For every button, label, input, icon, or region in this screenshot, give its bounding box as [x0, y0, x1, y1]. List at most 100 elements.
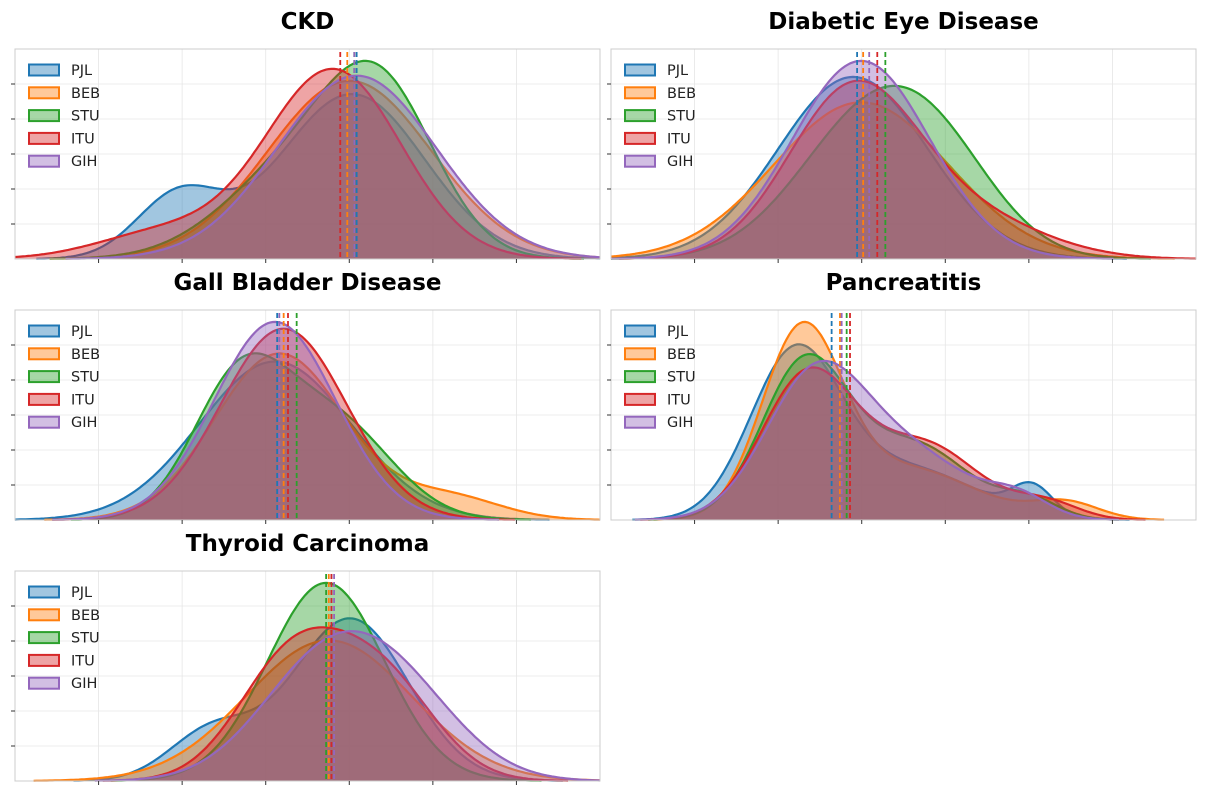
- legend-swatch-stu: [624, 370, 656, 384]
- density-area-itu: [52, 328, 515, 520]
- density-line-itu: [618, 79, 1196, 260]
- legend-label-itu: ITU: [71, 131, 95, 147]
- legend: PJL BEB STU ITU GIH: [28, 585, 100, 692]
- panel-1: Diabetic Eye Disease PJL BEB STU ITU GIH: [607, 9, 1197, 263]
- legend-label-beb: BEB: [71, 86, 100, 102]
- legend-label-stu: STU: [71, 631, 100, 647]
- legend-swatch-pjl: [28, 585, 60, 599]
- legend-swatch-stu: [28, 370, 60, 384]
- legend-swatch-gih: [28, 415, 60, 429]
- panel-title: Thyroid Carcinoma: [186, 531, 429, 557]
- density-line-itu: [14, 67, 582, 260]
- legend-swatch-stu: [28, 631, 60, 645]
- legend-swatch-gih: [28, 154, 60, 168]
- density-area-gih: [634, 360, 1119, 520]
- legend-label-pjl: PJL: [71, 63, 92, 79]
- density-area-beb: [653, 321, 1165, 520]
- legend-label-gih: GIH: [667, 154, 693, 170]
- density-area-itu: [619, 80, 1196, 259]
- legend-swatch-stu: [624, 109, 656, 123]
- legend-swatch-beb: [28, 608, 60, 622]
- legend-swatch-itu: [28, 653, 60, 667]
- legend-label-stu: STU: [71, 109, 100, 125]
- gridlines: [15, 310, 600, 520]
- panel-4: Thyroid Carcinoma PJL BEB STU ITU GIH: [11, 531, 601, 785]
- legend-label-pjl: PJL: [71, 324, 92, 340]
- density-line-gih: [52, 320, 500, 521]
- density-area-stu: [611, 85, 1151, 260]
- legend-swatch-pjl: [624, 63, 656, 77]
- legend-swatch-beb: [28, 86, 60, 100]
- density-area-stu: [49, 60, 585, 260]
- legend-label-gih: GIH: [667, 415, 693, 431]
- legend: PJL BEB STU ITU GIH: [624, 63, 696, 170]
- legend-swatch-itu: [28, 392, 60, 406]
- legend-label-gih: GIH: [71, 154, 97, 170]
- density-line-beb: [33, 639, 601, 782]
- legend-swatch-itu: [624, 131, 656, 145]
- legend-label-beb: BEB: [667, 86, 696, 102]
- density-area-pjl: [36, 94, 601, 259]
- density-line-itu: [52, 327, 515, 521]
- panel-title: Gall Bladder Disease: [173, 270, 441, 296]
- legend-label-pjl: PJL: [667, 324, 688, 340]
- legend-swatch-gih: [624, 415, 656, 429]
- legend-label-pjl: PJL: [667, 63, 688, 79]
- legend-label-gih: GIH: [71, 676, 97, 692]
- legend-label-itu: ITU: [667, 392, 691, 408]
- gridlines: [611, 310, 1196, 520]
- density-line-gih: [94, 630, 601, 782]
- density-area-itu: [640, 367, 1146, 520]
- legend-swatch-stu: [28, 109, 60, 123]
- density-area-beb: [49, 80, 601, 260]
- density-line-pjl: [36, 93, 600, 260]
- legend-swatch-gih: [28, 676, 60, 690]
- gridlines: [15, 571, 600, 781]
- legend-label-itu: ITU: [71, 392, 95, 408]
- density-line-itu: [102, 626, 569, 782]
- panel-title: CKD: [281, 9, 335, 35]
- panel-2: Gall Bladder Disease PJL BEB STU ITU GIH: [11, 270, 601, 524]
- panel-3: Pancreatitis PJL BEB STU ITU GIH: [607, 270, 1197, 524]
- legend: PJL BEB STU ITU GIH: [28, 324, 100, 431]
- legend-label-itu: ITU: [71, 653, 95, 669]
- legend-swatch-pjl: [28, 324, 60, 338]
- legend-swatch-pjl: [624, 324, 656, 338]
- density-area-gih: [52, 321, 499, 520]
- panel-0: CKD PJL BEB STU ITU GIH: [11, 9, 601, 263]
- density-area-pjl: [73, 618, 563, 781]
- density-area-itu: [15, 68, 582, 259]
- density-area-stu: [648, 354, 1119, 520]
- legend: PJL BEB STU ITU GIH: [28, 63, 100, 170]
- density-line-beb: [653, 320, 1165, 521]
- legend-label-stu: STU: [667, 109, 696, 125]
- density-area-beb: [611, 102, 1175, 260]
- density-area-gih: [94, 631, 601, 781]
- legend-swatch-pjl: [28, 63, 60, 77]
- panel-title: Pancreatitis: [826, 270, 982, 296]
- density-area-gih: [65, 75, 600, 259]
- density-area-pjl: [632, 344, 1130, 520]
- legend-label-itu: ITU: [667, 131, 691, 147]
- legend-label-beb: BEB: [71, 347, 100, 363]
- density-area-itu: [102, 627, 569, 781]
- legend-swatch-itu: [28, 131, 60, 145]
- legend-label-stu: STU: [71, 370, 100, 386]
- legend-label-beb: BEB: [667, 347, 696, 363]
- legend-swatch-beb: [28, 347, 60, 361]
- density-line-gih: [65, 74, 601, 260]
- legend-swatch-gih: [624, 154, 656, 168]
- legend-swatch-beb: [624, 347, 656, 361]
- density-area-stu: [70, 353, 531, 520]
- legend-swatch-beb: [624, 86, 656, 100]
- density-line-gih: [634, 359, 1119, 521]
- legend-swatch-itu: [624, 392, 656, 406]
- density-line-pjl: [73, 617, 563, 782]
- density-area-beb: [44, 353, 601, 520]
- panel-title: Diabetic Eye Disease: [768, 9, 1038, 35]
- legend-label-pjl: PJL: [71, 585, 92, 601]
- density-area-pjl: [15, 361, 550, 520]
- legend-label-gih: GIH: [71, 415, 97, 431]
- legend-label-stu: STU: [667, 370, 696, 386]
